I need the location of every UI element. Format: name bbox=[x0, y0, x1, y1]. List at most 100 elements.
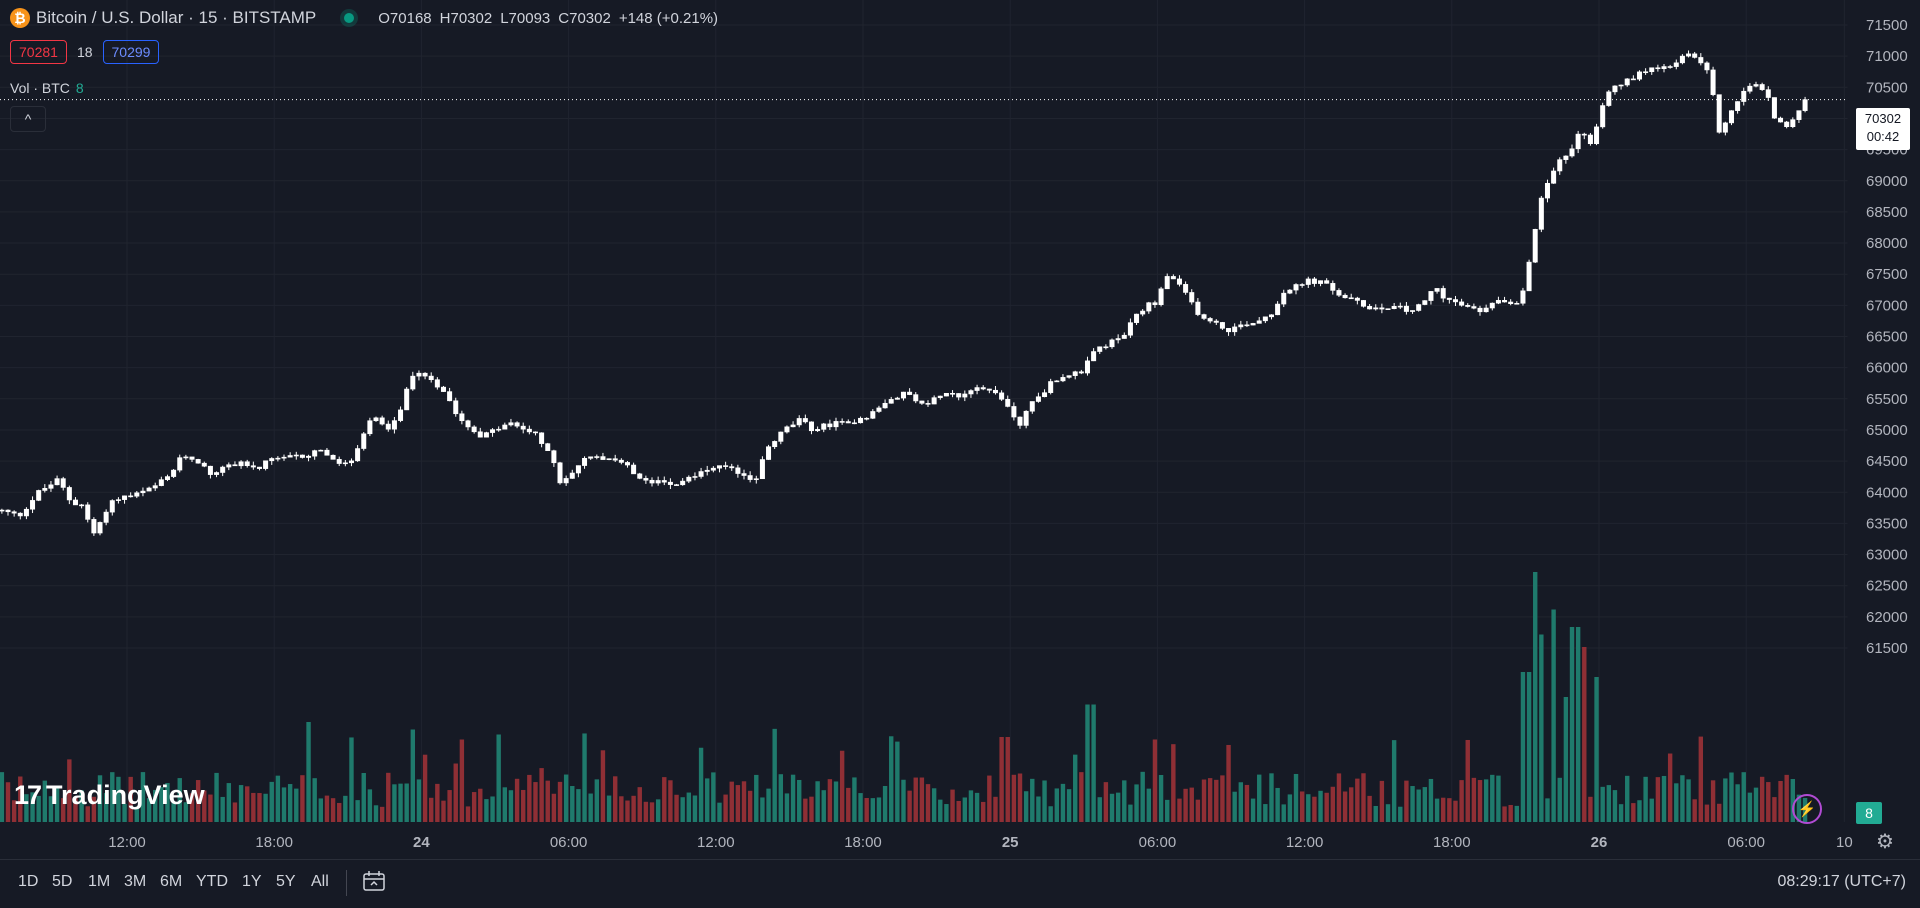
volume-bar bbox=[1625, 775, 1630, 822]
candle-up bbox=[698, 471, 704, 477]
candle-up bbox=[220, 466, 226, 473]
volume-bar bbox=[1674, 783, 1679, 822]
volume-bar bbox=[919, 777, 925, 822]
volume-bar bbox=[177, 778, 182, 822]
candle-up bbox=[158, 479, 164, 486]
tradingview-logo[interactable]: 17 TradingView bbox=[14, 780, 205, 811]
clock[interactable]: 08:29:17 (UTC+7) bbox=[1777, 873, 1906, 890]
price-axis[interactable]: 61500 62000 62500 63000 63500 64000 64500 65000… bbox=[1866, 17, 1908, 657]
candle-down bbox=[447, 391, 453, 402]
gear-icon[interactable]: ⚙ bbox=[1876, 831, 1894, 853]
candle-up bbox=[575, 465, 581, 474]
flash-icon[interactable]: ⚡ bbox=[1792, 794, 1822, 824]
candle-up bbox=[1134, 313, 1140, 323]
volume-bar bbox=[613, 776, 618, 822]
volume-bar bbox=[747, 790, 753, 822]
timeframe-3m[interactable]: 3M bbox=[124, 873, 147, 890]
time-tick-label: 06:00 bbox=[1139, 834, 1177, 851]
timeframe-5y[interactable]: 5Y bbox=[276, 873, 296, 890]
timeframe-6m[interactable]: 6M bbox=[160, 873, 183, 890]
sell-button[interactable]: 70281 bbox=[10, 40, 67, 64]
candle-down bbox=[808, 421, 814, 432]
candle-up bbox=[790, 424, 796, 428]
volume-bar bbox=[1367, 795, 1372, 822]
candlesticks bbox=[0, 50, 1808, 536]
volume-bar bbox=[496, 734, 501, 822]
volume-bar bbox=[1109, 793, 1115, 822]
candle-up bbox=[968, 390, 974, 395]
symbol-title[interactable]: Bitcoin / U.S. Dollar · 15 · BITSTAMP bbox=[36, 8, 317, 27]
buy-button[interactable]: 70299 bbox=[102, 40, 160, 64]
candle-up bbox=[177, 457, 183, 471]
volume-bar bbox=[643, 801, 649, 822]
candle-up bbox=[287, 455, 293, 458]
volume-bar bbox=[784, 793, 790, 822]
candle-up bbox=[1636, 71, 1642, 80]
candle-up bbox=[1275, 303, 1281, 316]
volume-bar bbox=[570, 786, 575, 822]
volume-bar bbox=[833, 781, 839, 822]
price-tick-label: 65500 bbox=[1866, 391, 1908, 408]
candle-down bbox=[1213, 320, 1219, 323]
candle-down bbox=[91, 519, 97, 534]
candle-down bbox=[1360, 300, 1366, 307]
candle-up bbox=[293, 454, 299, 457]
volume-bar bbox=[533, 782, 538, 822]
candle-down bbox=[802, 418, 808, 423]
volume-bar bbox=[257, 793, 262, 822]
volume-bar bbox=[1649, 798, 1654, 822]
chevron-up-icon[interactable]: ^ bbox=[10, 106, 46, 132]
volume-bar bbox=[944, 804, 949, 822]
spread-value: 18 bbox=[76, 44, 93, 60]
timeframe-1d[interactable]: 1D bbox=[18, 873, 39, 890]
timeframe-all[interactable]: All bbox=[311, 873, 329, 890]
last-price-value: 70302 bbox=[1864, 111, 1902, 126]
volume-bar bbox=[67, 759, 72, 822]
volume-bar bbox=[24, 794, 29, 822]
candle-up bbox=[784, 426, 790, 433]
candle-down bbox=[845, 421, 851, 424]
candle-down bbox=[1698, 57, 1704, 64]
candle-up bbox=[1569, 148, 1575, 157]
volume-label[interactable]: Vol · BTC bbox=[10, 80, 70, 96]
candle-up bbox=[48, 484, 54, 489]
candle-down bbox=[477, 431, 483, 438]
candle-down bbox=[1005, 398, 1011, 407]
candle-up bbox=[502, 424, 508, 430]
volume-bar bbox=[1575, 627, 1581, 822]
time-tick-label: 06:00 bbox=[1727, 834, 1765, 851]
toolbar-divider bbox=[346, 870, 347, 896]
candle-down bbox=[624, 462, 630, 466]
timeframe-ytd[interactable]: YTD bbox=[196, 873, 228, 890]
volume-bar bbox=[735, 785, 741, 822]
volume-bar bbox=[379, 806, 385, 822]
volume-bar bbox=[1471, 777, 1477, 822]
candle-down bbox=[618, 459, 624, 463]
candle-up bbox=[815, 429, 821, 432]
volume-bar bbox=[1594, 677, 1599, 822]
volume-bar bbox=[901, 779, 906, 822]
candle-down bbox=[1170, 276, 1176, 280]
candle-up bbox=[1097, 346, 1103, 352]
candle-down bbox=[1078, 371, 1084, 374]
volume-bar bbox=[987, 775, 992, 822]
candle-down bbox=[1716, 94, 1722, 133]
price-chart[interactable]: 61500 62000 62500 63000 63500 64000 64500 65000… bbox=[0, 0, 1920, 859]
volume-bar bbox=[582, 733, 587, 822]
candle-down bbox=[1299, 284, 1305, 286]
volume-bar bbox=[1201, 779, 1207, 822]
volume-bar bbox=[263, 793, 268, 822]
candle-up bbox=[1084, 360, 1090, 374]
timeframe-5d[interactable]: 5D bbox=[52, 873, 73, 890]
volume-bar bbox=[1336, 773, 1342, 822]
candle-down bbox=[1477, 307, 1483, 313]
timeframe-1y[interactable]: 1Y bbox=[242, 873, 262, 890]
candle-up bbox=[1594, 126, 1600, 145]
time-tick-label: 18:00 bbox=[1433, 834, 1471, 851]
timeframe-1m[interactable]: 1M bbox=[88, 873, 111, 890]
volume-bar bbox=[1447, 798, 1452, 822]
calendar-icon[interactable] bbox=[362, 870, 386, 892]
volume-bar bbox=[674, 794, 679, 822]
market-status-icon[interactable] bbox=[344, 13, 355, 23]
time-axis[interactable]: 12:00 18:00 24 06:00 12:00 18:00 25 06:00 12:00 1… bbox=[108, 834, 1852, 851]
